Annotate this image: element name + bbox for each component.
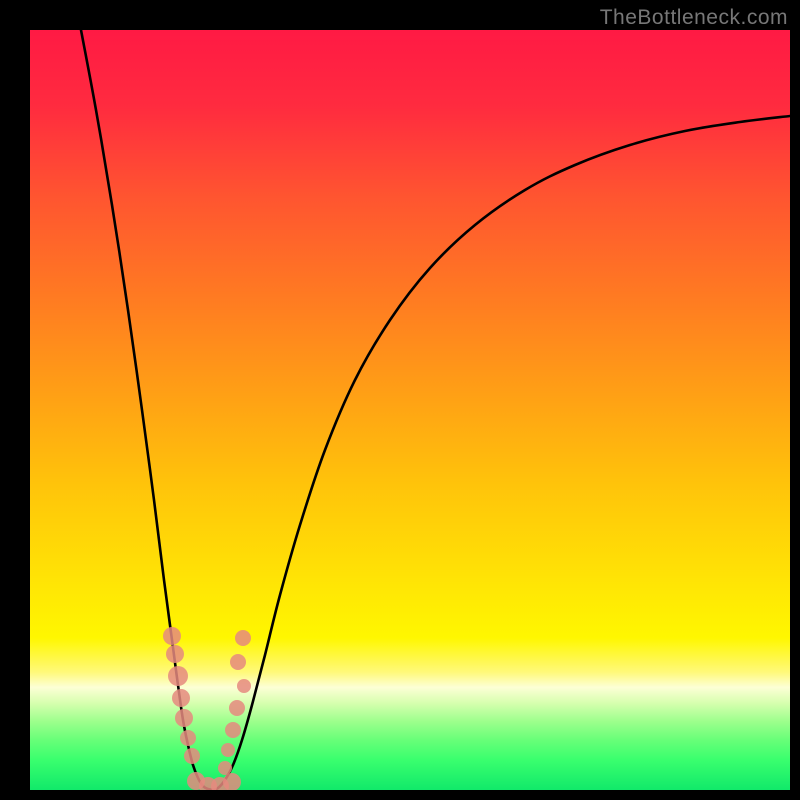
right-branch-markers-5 [221, 743, 235, 757]
left-branch-markers-2 [168, 666, 188, 686]
valley-floor-markers-3 [223, 773, 241, 790]
right-branch-markers-1 [230, 654, 246, 670]
left-branch-markers-6 [184, 748, 200, 764]
left-branch-markers-3 [172, 689, 190, 707]
plot-area [30, 30, 790, 790]
watermark-text: TheBottleneck.com [600, 6, 788, 30]
right-branch-markers-4 [225, 722, 241, 738]
left-branch-markers-5 [180, 730, 196, 746]
right-branch-markers-2 [237, 679, 251, 693]
curve-layer [30, 30, 790, 790]
curve-left [81, 30, 213, 790]
left-branch-markers-4 [175, 709, 193, 727]
left-branch-markers-1 [166, 645, 184, 663]
right-branch-markers-0 [235, 630, 251, 646]
curve-right [213, 116, 790, 790]
left-branch-markers-0 [163, 627, 181, 645]
chart-frame: TheBottleneck.com [0, 0, 800, 800]
right-branch-markers-6 [218, 761, 232, 775]
right-branch-markers-3 [229, 700, 245, 716]
